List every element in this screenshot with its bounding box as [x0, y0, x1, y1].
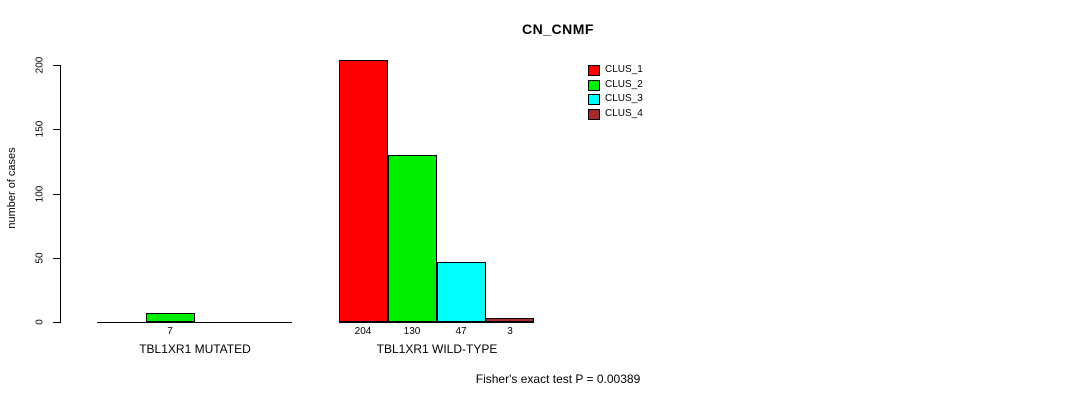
- bar-clus_2: [388, 155, 437, 322]
- legend-swatch-clus_2: [588, 80, 600, 91]
- bar-clus_4: [485, 318, 534, 322]
- y-tick-mark: [53, 65, 60, 66]
- bar-value-label: 204: [354, 326, 372, 337]
- group-baseline: [339, 322, 534, 323]
- bar-clus_1: [339, 60, 388, 322]
- y-tick-label: 0: [34, 319, 46, 325]
- chart-title: CN_CNMF: [522, 21, 594, 37]
- y-axis-label: number of cases: [6, 147, 18, 229]
- bar-value-label: 47: [455, 326, 467, 337]
- bar-clus_2: [146, 313, 195, 322]
- bar-value-label: 7: [167, 326, 173, 337]
- group-label: TBL1XR1 WILD-TYPE: [376, 342, 498, 356]
- legend-swatch-clus_4: [588, 109, 600, 120]
- y-tick-label: 200: [34, 56, 46, 74]
- y-tick-label: 100: [34, 185, 46, 203]
- legend-label-clus_1: CLUS_1: [605, 64, 643, 75]
- y-tick-mark: [53, 322, 60, 323]
- y-tick-label: 50: [34, 252, 46, 264]
- y-tick-mark: [53, 258, 60, 259]
- y-tick-mark: [53, 129, 60, 130]
- bar-clus_3: [437, 262, 486, 322]
- legend-label-clus_4: CLUS_4: [605, 108, 643, 119]
- y-axis-line: [60, 65, 61, 323]
- bar-value-label: 130: [403, 326, 421, 337]
- footnote-pvalue: Fisher's exact test P = 0.00389: [475, 372, 641, 386]
- bar-value-label: 3: [507, 326, 513, 337]
- legend-label-clus_2: CLUS_2: [605, 79, 643, 90]
- legend-swatch-clus_1: [588, 65, 600, 76]
- y-tick-mark: [53, 194, 60, 195]
- group-label: TBL1XR1 MUTATED: [139, 342, 251, 356]
- y-tick-label: 150: [34, 120, 46, 138]
- group-baseline: [97, 322, 292, 323]
- legend-label-clus_3: CLUS_3: [605, 93, 643, 104]
- legend-swatch-clus_3: [588, 94, 600, 105]
